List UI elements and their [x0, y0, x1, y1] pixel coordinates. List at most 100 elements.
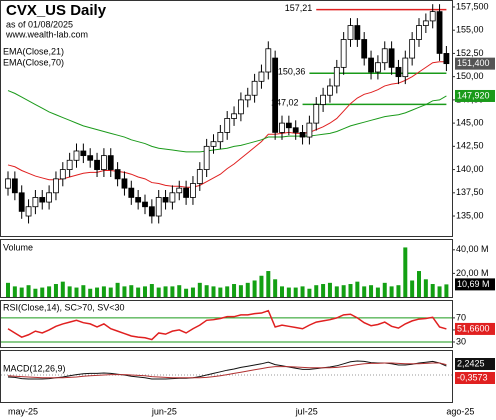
volume-bar — [286, 287, 291, 297]
candle-body — [210, 141, 217, 147]
chart-title: CVX_US Daily — [6, 2, 107, 19]
candle-body — [258, 71, 265, 82]
volume-bar — [88, 288, 93, 297]
legend-entry: EMA(Close,21) — [3, 46, 64, 56]
candle-body — [347, 25, 354, 40]
rsi-panel — [0, 300, 453, 348]
candle-body — [46, 192, 52, 203]
candle-body — [11, 178, 18, 194]
candle-body — [203, 145, 210, 170]
volume-bar — [396, 285, 401, 297]
candle-body — [196, 169, 203, 184]
candle-body — [237, 99, 244, 115]
candle-body — [292, 127, 299, 133]
candle-body — [436, 11, 443, 54]
candle-body — [368, 57, 374, 73]
candle-body — [148, 206, 155, 217]
volume-bar — [190, 287, 195, 297]
volume-bar — [334, 286, 339, 297]
volume-bar — [6, 282, 10, 297]
candle-body — [53, 178, 59, 194]
macd-panel — [0, 350, 453, 403]
candle-body — [217, 132, 224, 143]
volume-bar — [122, 286, 127, 297]
volume-bar — [423, 279, 428, 297]
candle-body — [32, 197, 39, 208]
source: www.wealth-lab.com — [5, 29, 88, 39]
candle-body — [251, 80, 258, 96]
volume-bar — [19, 287, 24, 297]
last-value-label: 51,6600 — [457, 323, 490, 333]
volume-bar — [74, 287, 79, 297]
last-value-label: 2,2425 — [457, 358, 485, 368]
volume-bar — [184, 288, 189, 297]
x-tick-label: may-25 — [8, 406, 38, 416]
candle-body — [320, 94, 327, 105]
candle-body — [114, 169, 121, 180]
candle-body — [265, 48, 272, 73]
y-tick-label: 142,50 — [456, 141, 484, 151]
last-value-label-box — [455, 358, 495, 370]
volume-bar — [314, 285, 319, 297]
candle-body — [59, 169, 66, 180]
y-tick-label: 135,00 — [456, 210, 484, 220]
candle-body — [443, 53, 450, 65]
volume-bar — [280, 286, 284, 297]
candle-body — [162, 197, 169, 203]
volume-bar — [12, 286, 17, 297]
subtitle: as of 01/08/2025 — [6, 19, 73, 29]
volume-panel — [0, 239, 453, 298]
candle-body — [5, 178, 11, 189]
y-tick-label: 150,00 — [456, 71, 484, 81]
price-panel — [0, 0, 453, 237]
panel-title: RSI(Close,14), SC>70, SV<30 — [3, 302, 125, 312]
volume-bar — [245, 282, 250, 297]
volume-bar — [321, 284, 326, 297]
volume-bar — [177, 285, 182, 297]
x-tick-label: jul-25 — [295, 406, 318, 416]
ema-line — [7, 90, 447, 153]
candle-body — [80, 150, 87, 157]
volume-bar — [95, 287, 100, 297]
candle-body — [272, 57, 279, 133]
y-tick-label: 140,00 — [456, 164, 484, 174]
last-value-label: 151,400 — [457, 58, 490, 68]
last-value-label: 147,920 — [457, 90, 490, 100]
volume-bar — [40, 287, 45, 297]
x-tick-label: jun-25 — [151, 406, 177, 416]
last-value-label-box — [455, 57, 495, 70]
candle-body — [107, 155, 114, 170]
candle-body — [313, 104, 320, 124]
last-value-label-box — [455, 322, 495, 335]
candle-body — [361, 39, 368, 59]
volume-bar — [47, 286, 52, 297]
last-value-box — [455, 278, 495, 291]
candle-body — [128, 187, 135, 198]
volume-bar — [437, 286, 442, 297]
volume-bar — [81, 285, 86, 297]
macd-line — [7, 360, 447, 380]
candle-body — [388, 48, 395, 68]
candle-body — [299, 132, 306, 138]
volume-bar — [232, 284, 237, 297]
candle-body — [169, 192, 176, 203]
candle-body — [94, 159, 100, 170]
candle-body — [183, 187, 190, 198]
volume-bar — [26, 285, 31, 297]
volume-bar — [382, 282, 387, 297]
candle-body — [39, 197, 46, 203]
candle-body — [176, 187, 183, 194]
y-tick-label: 152,50 — [456, 48, 484, 58]
last-value-label-box — [455, 89, 495, 102]
volume-bar — [410, 280, 415, 297]
volume-bar — [307, 288, 312, 297]
candle-body — [18, 192, 25, 212]
candle-body — [409, 39, 416, 59]
volume-bar — [33, 288, 38, 297]
y-tick-label: 40,00 M — [456, 244, 489, 254]
candle-body — [279, 122, 285, 133]
volume-bar — [273, 279, 278, 297]
candle-body — [402, 57, 409, 78]
